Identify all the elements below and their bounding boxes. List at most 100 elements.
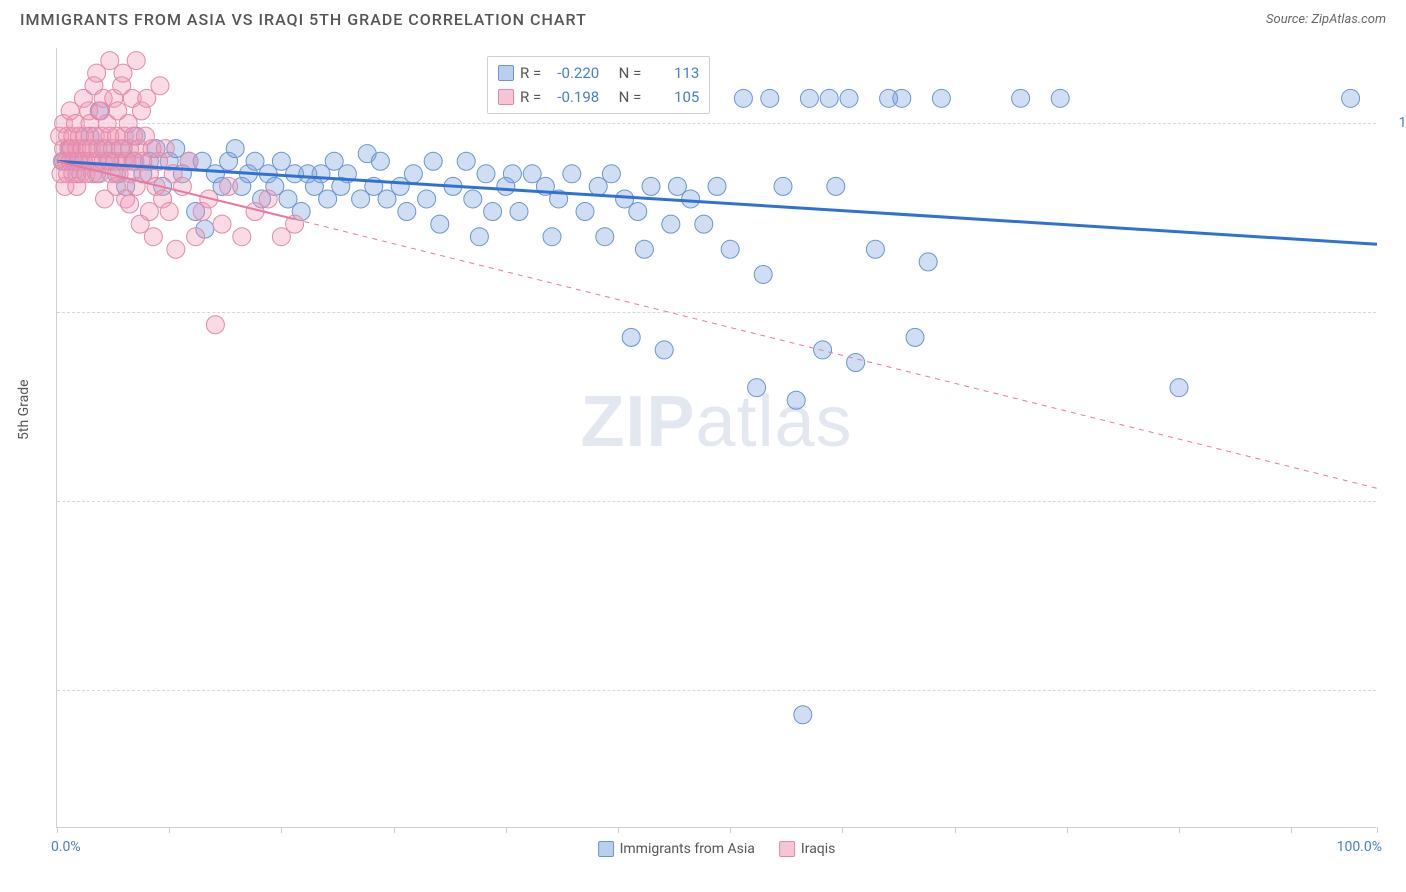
data-point (622, 328, 640, 346)
legend-swatch-icon (498, 89, 514, 105)
data-point (919, 253, 937, 271)
stats-n-label: N = (619, 85, 642, 109)
gridline (57, 312, 1376, 313)
legend-item: Iraqis (779, 841, 835, 857)
data-point (820, 89, 838, 107)
data-point (1170, 379, 1188, 397)
data-point (470, 228, 488, 246)
data-point (734, 89, 752, 107)
data-point (127, 52, 145, 70)
stats-n-value: 105 (647, 85, 699, 109)
data-point (121, 195, 139, 213)
data-point (906, 328, 924, 346)
x-axis-min-label: 0.0% (51, 839, 81, 855)
data-point (167, 240, 185, 258)
data-point (418, 190, 436, 208)
stats-row: R = -0.198 N =105 (498, 85, 699, 109)
data-point (424, 152, 442, 170)
stats-r-value: -0.220 (547, 61, 599, 85)
data-point (635, 240, 653, 258)
stats-r-value: -0.198 (547, 85, 599, 109)
x-tick (842, 827, 843, 833)
source-label: Source: (1266, 12, 1308, 27)
x-tick (1067, 827, 1068, 833)
data-point (800, 89, 818, 107)
data-point (695, 215, 713, 233)
stats-n-label: N = (619, 61, 642, 85)
gridline (57, 123, 1376, 124)
data-point (233, 228, 251, 246)
data-point (1012, 89, 1030, 107)
data-point (477, 165, 495, 183)
stats-r-label: R = (520, 61, 541, 85)
correlation-stats-box: R = -0.220 N =113 R = -0.198 N =105 (487, 56, 710, 114)
stats-r-label: R = (520, 85, 541, 109)
x-axis-max-label: 100.0% (1337, 839, 1382, 855)
data-point (761, 89, 779, 107)
chart-plot-area: ZIPatlas R =-0.220 N =113R =-0.198 N =10… (56, 48, 1376, 828)
data-point (721, 240, 739, 258)
data-point (510, 203, 528, 221)
data-point (602, 165, 620, 183)
data-point (840, 89, 858, 107)
data-point (563, 165, 581, 183)
data-point (180, 152, 198, 170)
x-tick (730, 827, 731, 833)
data-point (371, 152, 389, 170)
gridline (57, 501, 1376, 502)
data-point (932, 89, 950, 107)
data-point (866, 240, 884, 258)
data-point (708, 177, 726, 195)
data-point (655, 341, 673, 359)
chart-title: IMMIGRANTS FROM ASIA VS IRAQI 5TH GRADE … (20, 10, 587, 29)
legend-label: Iraqis (801, 841, 835, 857)
data-point (543, 228, 561, 246)
x-tick (57, 827, 58, 833)
stats-n-value: 113 (647, 61, 699, 85)
x-tick (618, 827, 619, 833)
data-point (226, 140, 244, 158)
scatter-plot-svg (57, 48, 1376, 827)
data-point (1342, 89, 1360, 107)
data-point (156, 140, 174, 158)
y-tick-label: 77.5% (1384, 682, 1406, 698)
data-point (213, 215, 231, 233)
data-point (259, 190, 277, 208)
data-point (787, 391, 805, 409)
source-link[interactable]: ZipAtlas.com (1311, 12, 1386, 27)
y-tick-label: 85.0% (1384, 493, 1406, 509)
data-point (144, 228, 162, 246)
data-point (151, 77, 169, 95)
x-tick (1377, 827, 1378, 833)
data-point (893, 89, 911, 107)
data-point (774, 177, 792, 195)
trend-line-extrapolated (295, 219, 1377, 488)
legend-label: Immigrants from Asia (620, 841, 755, 857)
data-point (431, 215, 449, 233)
legend-swatch-icon (498, 65, 514, 81)
x-tick (1179, 827, 1180, 833)
data-point (404, 165, 422, 183)
data-point (160, 203, 178, 221)
data-point (206, 316, 224, 334)
x-tick (281, 827, 282, 833)
data-point (642, 177, 660, 195)
data-point (748, 379, 766, 397)
data-point (629, 203, 647, 221)
data-point (484, 203, 502, 221)
data-point (457, 152, 475, 170)
legend-swatch-icon (598, 841, 614, 857)
data-point (682, 190, 700, 208)
data-point (398, 203, 416, 221)
data-point (576, 203, 594, 221)
legend-bottom: Immigrants from Asia Iraqis (598, 841, 836, 857)
data-point (220, 177, 238, 195)
source-attribution: Source: ZipAtlas.com (1266, 12, 1386, 27)
x-tick (506, 827, 507, 833)
y-axis-label: 5th Grade (16, 379, 32, 440)
y-tick-label: 92.5% (1384, 304, 1406, 320)
data-point (187, 228, 205, 246)
data-point (662, 215, 680, 233)
data-point (464, 190, 482, 208)
x-tick (1291, 827, 1292, 833)
